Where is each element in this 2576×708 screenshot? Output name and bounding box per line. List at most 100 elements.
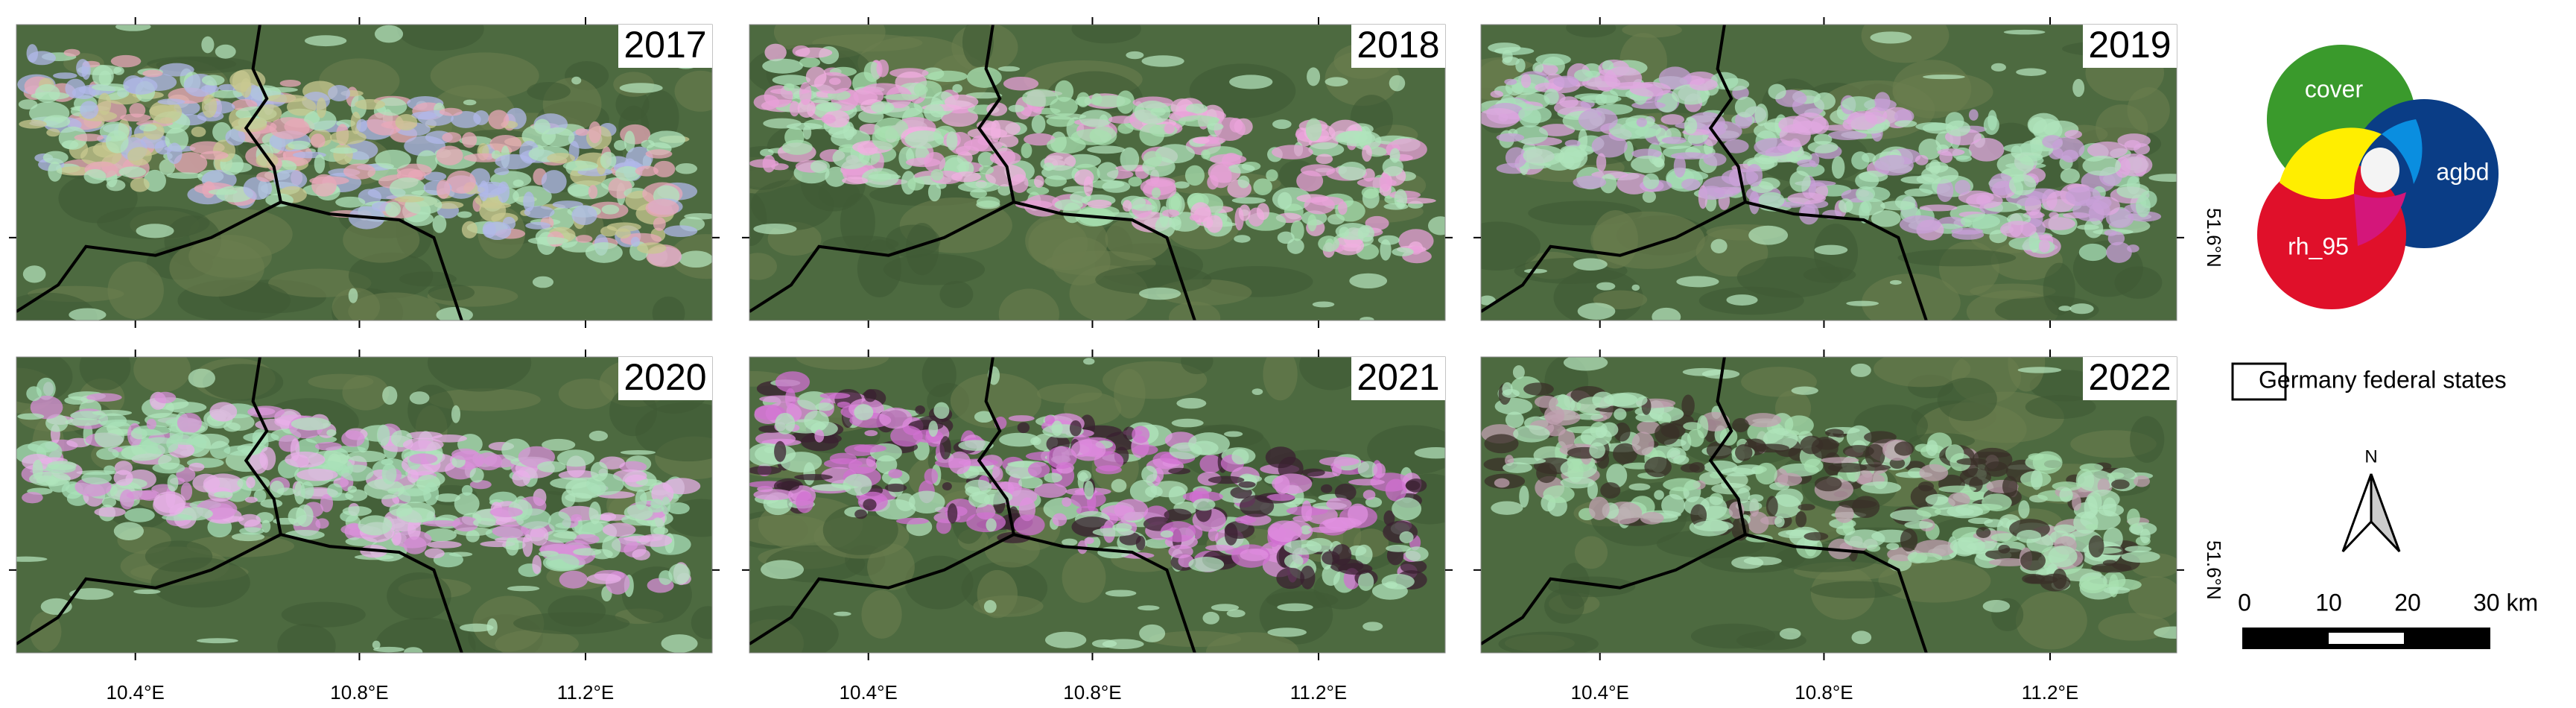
- forest-change: [1008, 104, 1025, 113]
- forest-change: [153, 491, 186, 513]
- forest-patch: [1362, 622, 1383, 631]
- forest-change: [585, 242, 623, 263]
- forest-patch: [1087, 145, 1126, 154]
- forest-change: [946, 131, 958, 151]
- forest-change: [2008, 174, 2037, 196]
- forest-change: [615, 165, 641, 182]
- terrain-patch: [2015, 591, 2087, 650]
- forest-change: [1047, 446, 1077, 470]
- forest-change: [1871, 210, 1901, 227]
- forest-change: [1660, 114, 1685, 125]
- forest-change: [1644, 456, 1672, 478]
- terrain-patch: [1481, 221, 1541, 271]
- forest-change: [753, 489, 794, 501]
- terrain-patch: [1622, 25, 1682, 38]
- forest-change: [141, 437, 179, 455]
- forest-change: [1505, 411, 1524, 429]
- forest-change: [1267, 520, 1303, 543]
- year-box: [618, 25, 712, 68]
- forest-change: [1684, 117, 1698, 134]
- forest-change: [1966, 192, 2003, 209]
- forest-change: [1544, 405, 1565, 425]
- forest-change: [590, 461, 609, 481]
- forest-change: [1842, 445, 1874, 458]
- forest-change: [1841, 96, 1877, 112]
- forest-patch: [679, 250, 712, 268]
- forest-change: [394, 196, 425, 203]
- forest-change: [2008, 236, 2043, 250]
- terrain-patch: [558, 378, 615, 409]
- forest-patch: [1870, 31, 1912, 44]
- forest-change: [1681, 394, 1695, 417]
- forest-change: [1989, 173, 2014, 196]
- terrain-patch: [1574, 536, 1608, 569]
- forest-change: [1117, 122, 1134, 134]
- forest-change: [1357, 461, 1378, 478]
- forest-change: [19, 119, 47, 129]
- forest-change: [26, 44, 39, 63]
- forest-patch: [833, 611, 851, 616]
- forest-change: [635, 478, 662, 487]
- year-label: 2017: [624, 24, 706, 66]
- forest-change: [1758, 192, 1785, 209]
- terrain-patch: [1862, 274, 1961, 320]
- forest-change: [1663, 478, 1701, 492]
- forest-patch: [1512, 365, 1525, 379]
- forest-change: [1132, 444, 1158, 455]
- x-tick-label: 10.8°E: [1795, 681, 1853, 704]
- forest-change: [1917, 481, 1935, 492]
- map-panels: 2017 2018 2019 2020 2021 2022 10.4°E 10.8°E 11.2…: [9, 17, 2225, 704]
- forest-change: [451, 110, 481, 128]
- boundary-label: Germany federal states: [2259, 366, 2507, 393]
- terrain-patch: [396, 25, 484, 51]
- forest-change: [72, 86, 97, 100]
- forest-change: [1798, 202, 1819, 225]
- forest-change: [645, 149, 673, 159]
- forest-change: [1308, 142, 1345, 157]
- map-panel: [749, 25, 1445, 320]
- forest-change: [1655, 423, 1680, 445]
- forest-change: [83, 168, 107, 184]
- forest-change: [1968, 137, 2005, 162]
- forest-change: [1185, 103, 1208, 114]
- forest-change: [2003, 143, 2044, 154]
- forest-change: [166, 172, 203, 179]
- forest-change: [1392, 497, 1422, 521]
- terrain-patch: [857, 239, 901, 298]
- forest-change: [1015, 200, 1053, 209]
- forest-change: [1304, 196, 1335, 215]
- forest-change: [908, 490, 945, 514]
- forest-change: [797, 99, 816, 118]
- terrain-patch: [375, 617, 476, 653]
- forest-change: [1143, 151, 1162, 168]
- forest-change: [977, 151, 994, 167]
- forest-change: [311, 174, 337, 197]
- forest-change: [1301, 468, 1325, 477]
- forest-change: [1069, 420, 1082, 437]
- forest-change: [810, 159, 831, 174]
- forest-change: [1523, 145, 1564, 166]
- forest-change: [80, 101, 98, 119]
- forest-change: [2078, 575, 2107, 594]
- forest-change: [343, 163, 376, 180]
- forest-patch: [753, 223, 797, 235]
- forest-change: [273, 169, 308, 191]
- forest-change: [568, 184, 591, 197]
- forest-change: [1362, 145, 1372, 162]
- forest-patch: [372, 640, 381, 649]
- forest-change: [1017, 422, 1030, 434]
- forest-change: [2079, 463, 2104, 472]
- map-panel: [1481, 25, 2177, 320]
- forest-change: [1024, 133, 1056, 146]
- forest-change: [2121, 550, 2160, 563]
- forest-change: [1062, 497, 1072, 508]
- forest-patch: [409, 391, 430, 405]
- terrain-patch: [1367, 425, 1445, 475]
- forest-change: [2085, 524, 2098, 531]
- forest-change: [1141, 465, 1158, 484]
- forest-change: [149, 100, 183, 124]
- forest-change: [614, 139, 627, 151]
- terrain-patch: [2025, 394, 2096, 420]
- forest-change: [811, 484, 851, 492]
- forest-patch: [1523, 268, 1548, 274]
